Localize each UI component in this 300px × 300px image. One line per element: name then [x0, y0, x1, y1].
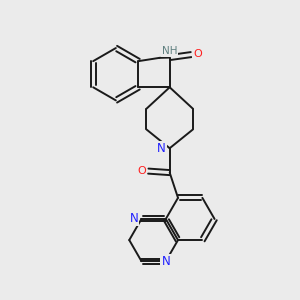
Text: O: O	[137, 166, 146, 176]
Text: N: N	[161, 255, 170, 268]
Text: O: O	[193, 49, 202, 59]
Text: NH: NH	[162, 46, 178, 56]
Text: N: N	[157, 142, 166, 155]
Text: N: N	[130, 212, 138, 225]
